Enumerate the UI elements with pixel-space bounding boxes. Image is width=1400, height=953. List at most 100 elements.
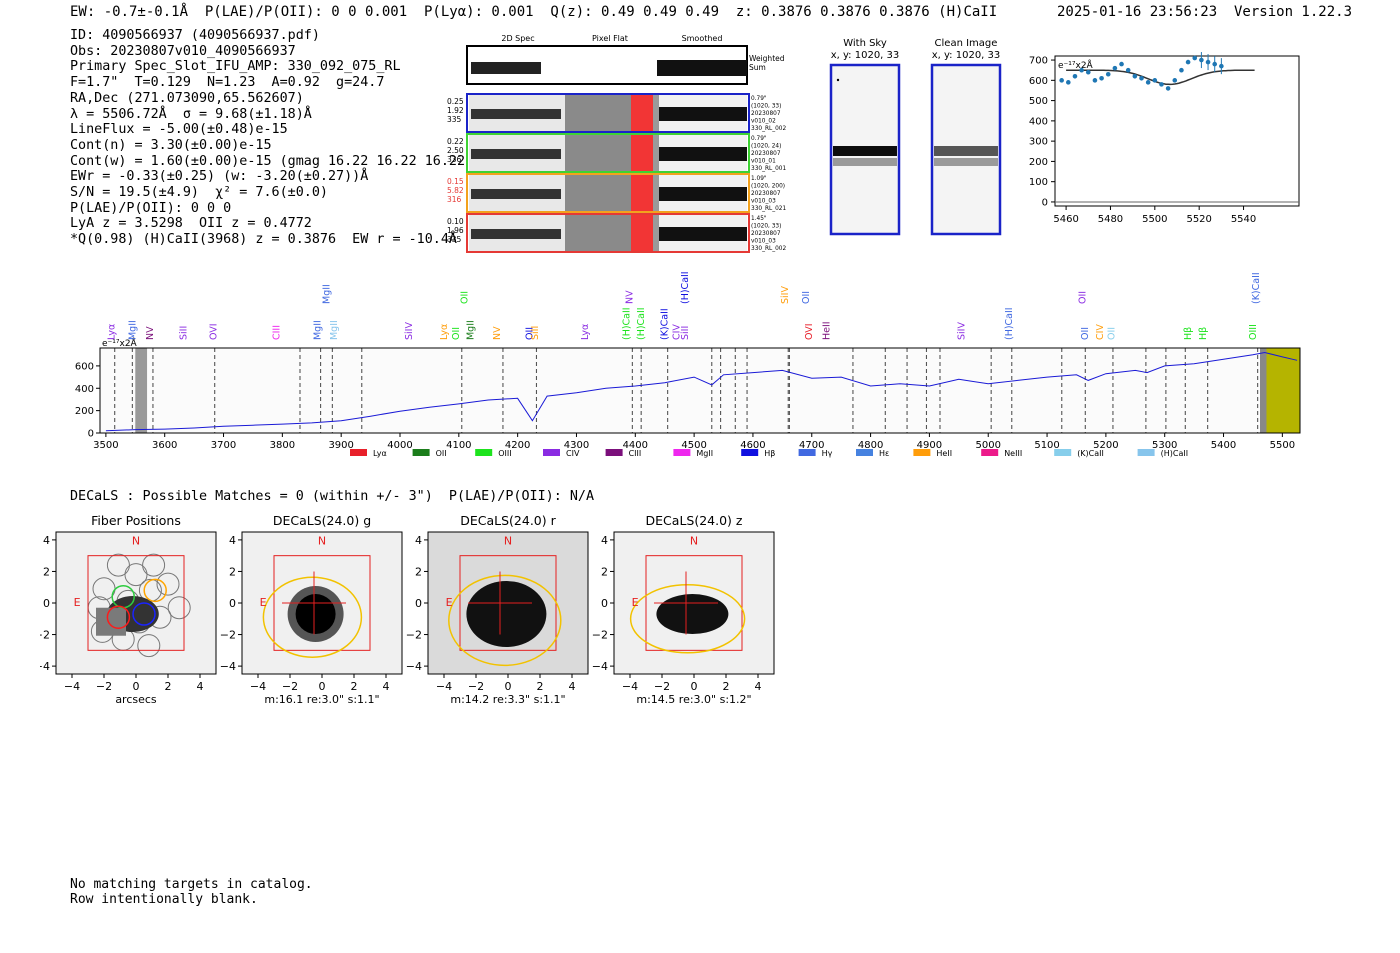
stamp-2d-trace [471,229,561,239]
pixel-flat [565,174,631,212]
decals-ytick-label: 4 [415,534,422,547]
legend-label: CIV [566,449,580,458]
cutout-trace [833,146,897,156]
decals-xtick-label: −2 [96,680,112,693]
decals-xtick-label: −2 [654,680,670,693]
info-line: λ = 5506.72Å σ = 9.68(±1.18)Å [70,106,312,122]
zoom-data-point [1199,57,1204,63]
legend-label: OII [436,449,447,458]
stamp-column-title: 2D Spec [501,34,534,43]
zoom-data-point [1172,78,1178,83]
zoom-data-point [1112,65,1118,71]
weighted-sum-label: Weighted [749,54,785,63]
spectral-line-label: OII [460,291,471,304]
stamp-row-meta: 0.79" [751,136,767,142]
legend-swatch [412,449,430,456]
decals-panel-xlabel: m:14.2 re:3.3" s:1.1" [450,693,565,706]
pixel-flat [653,174,659,212]
decals-panel-title: DECaLS(24.0) g [273,513,371,528]
spectral-line-label: SiII [178,326,189,340]
spectral-line-label: Lyα [439,324,450,340]
pixel-flat [565,134,631,172]
stamp-row-meta: 20230807 [751,151,781,157]
info-line: LineFlux = -5.00(±0.48)e-15 [70,122,288,138]
source-blob [466,581,547,648]
header-right: 2025-01-16 23:56:23 Version 1.22.3 [1057,4,1353,20]
legend-swatch [798,449,816,456]
decals-panel-xlabel: arcsecs [115,693,157,706]
info-line: P(LAE)/P(OII): 0 0 0 [70,200,232,216]
zoom-xtick-label: 5500 [1142,214,1167,225]
decals-ytick-label: 2 [601,565,608,578]
zoom-ytick-label: 300 [1029,137,1048,148]
stamp-row-stat: 316 [447,195,462,204]
info-line: LyA z = 3.5298 OII z = 0.4772 [70,216,312,232]
stamp-row-meta: v010_01 [751,159,776,165]
stamp-row-stat: 0.25 [447,97,464,106]
main-ytick-label: 400 [75,384,94,395]
cutout-subtitle: x, y: 1020, 33 [831,50,900,61]
spectral-line-label: (H)CaII [636,307,647,340]
main-xtick-label: 4200 [505,440,530,451]
stamp-row-frame [466,133,750,173]
stamp-row-meta: 20230807 [751,111,781,117]
cutout-trace [934,146,998,156]
source-blob [96,607,126,636]
zoom-ytick-label: 100 [1029,177,1048,188]
stamp-row-stat: 5.82 [447,186,464,195]
cutout-trace-faint [934,158,998,166]
info-line: EWr = -0.33(±0.25) (w: -3.20(±0.27))Å [70,169,369,185]
info-line: Obs: 20230807v010_4090566937 [70,43,296,59]
legend-label: Hε [879,449,889,458]
east-label: E [260,596,267,609]
masked-region [1260,348,1300,433]
decals-ytick-label: −2 [592,629,608,642]
decals-ytick-label: 0 [43,597,50,610]
decals-xtick-label: −4 [250,680,266,693]
spectral-line-label: OII [1107,327,1118,340]
decals-ytick-label: 0 [601,597,608,610]
stamp-row-meta: 1.45" [751,216,767,222]
zoom-data-point [1085,69,1091,75]
zoom-data-point [1066,80,1071,85]
zoom-data-point [1125,67,1131,73]
spectral-line-label: Lyα [107,324,118,340]
spectral-line-label: OVI [804,323,815,340]
header-left: EW: -0.7±-0.1Å P(LAE)/P(OII): 0 0 0.001 … [70,4,998,20]
stamp-row-meta: 330_RL_001 [751,166,786,172]
spectral-line-label: SiIV [957,322,968,340]
decals-ytick-label: −2 [40,629,50,642]
fiber-circle [137,634,161,658]
zoom-ytick-label: 200 [1029,157,1048,168]
decals-ytick-label: 0 [229,597,236,610]
stamp-row-stat: 335 [447,115,462,124]
main-xtick-label: 5400 [1211,440,1236,451]
pixel-flat [565,214,631,252]
cutout-trace-faint [833,158,897,166]
east-label: E [446,596,453,609]
spectral-line-label: HeII [821,321,832,340]
spectral-line-label: (H)CaII [1004,307,1015,340]
stamp-row-frame [466,93,750,133]
decals-ytick-label: 4 [601,534,608,547]
footer-note: No matching targets in catalog. Row inte… [70,877,313,907]
stamp-row-meta: (1020, 33) [751,224,781,230]
main-unit-label: e⁻¹⁷x2Å [102,337,138,349]
east-label: E [632,596,639,609]
fiber-circle [142,553,166,577]
pixel-flat [565,94,631,132]
spectral-line-label: MgII [466,320,477,340]
footer-line-1: No matching targets in catalog. [70,877,313,892]
legend-swatch [1137,449,1155,456]
decals-ytick-label: −2 [406,629,422,642]
main-xtick-label: 4400 [623,440,648,451]
main-xtick-label: 3500 [93,440,118,451]
zoom-data-point [1139,75,1144,81]
fiber-circle [167,596,191,620]
zoom-data-point [1152,78,1158,83]
stamp-row-meta: v010_02 [751,119,776,125]
spectral-line-label: OII [451,327,462,340]
stamp-row-meta: 1.09" [751,176,767,182]
pixel-flat-mask [631,134,653,172]
